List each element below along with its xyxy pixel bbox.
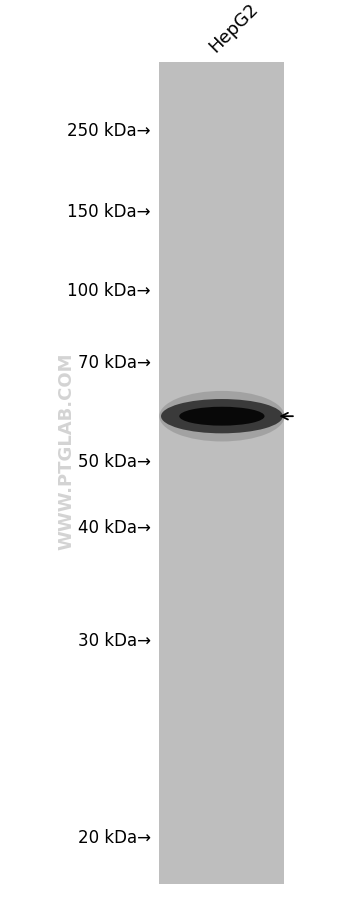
Ellipse shape bbox=[179, 408, 265, 426]
Bar bbox=[159, 63, 284, 884]
Ellipse shape bbox=[161, 400, 283, 434]
Text: 250 kDa→: 250 kDa→ bbox=[67, 122, 150, 140]
Text: 50 kDa→: 50 kDa→ bbox=[78, 453, 150, 471]
Text: 30 kDa→: 30 kDa→ bbox=[77, 631, 150, 649]
Text: 20 kDa→: 20 kDa→ bbox=[77, 828, 150, 846]
Text: HepG2: HepG2 bbox=[205, 0, 261, 56]
Text: 70 kDa→: 70 kDa→ bbox=[78, 354, 150, 372]
Text: WWW.PTGLAB.COM: WWW.PTGLAB.COM bbox=[57, 353, 76, 549]
Text: 150 kDa→: 150 kDa→ bbox=[67, 203, 150, 221]
Text: 100 kDa→: 100 kDa→ bbox=[67, 281, 150, 299]
Text: 40 kDa→: 40 kDa→ bbox=[78, 519, 150, 537]
Ellipse shape bbox=[159, 391, 285, 442]
